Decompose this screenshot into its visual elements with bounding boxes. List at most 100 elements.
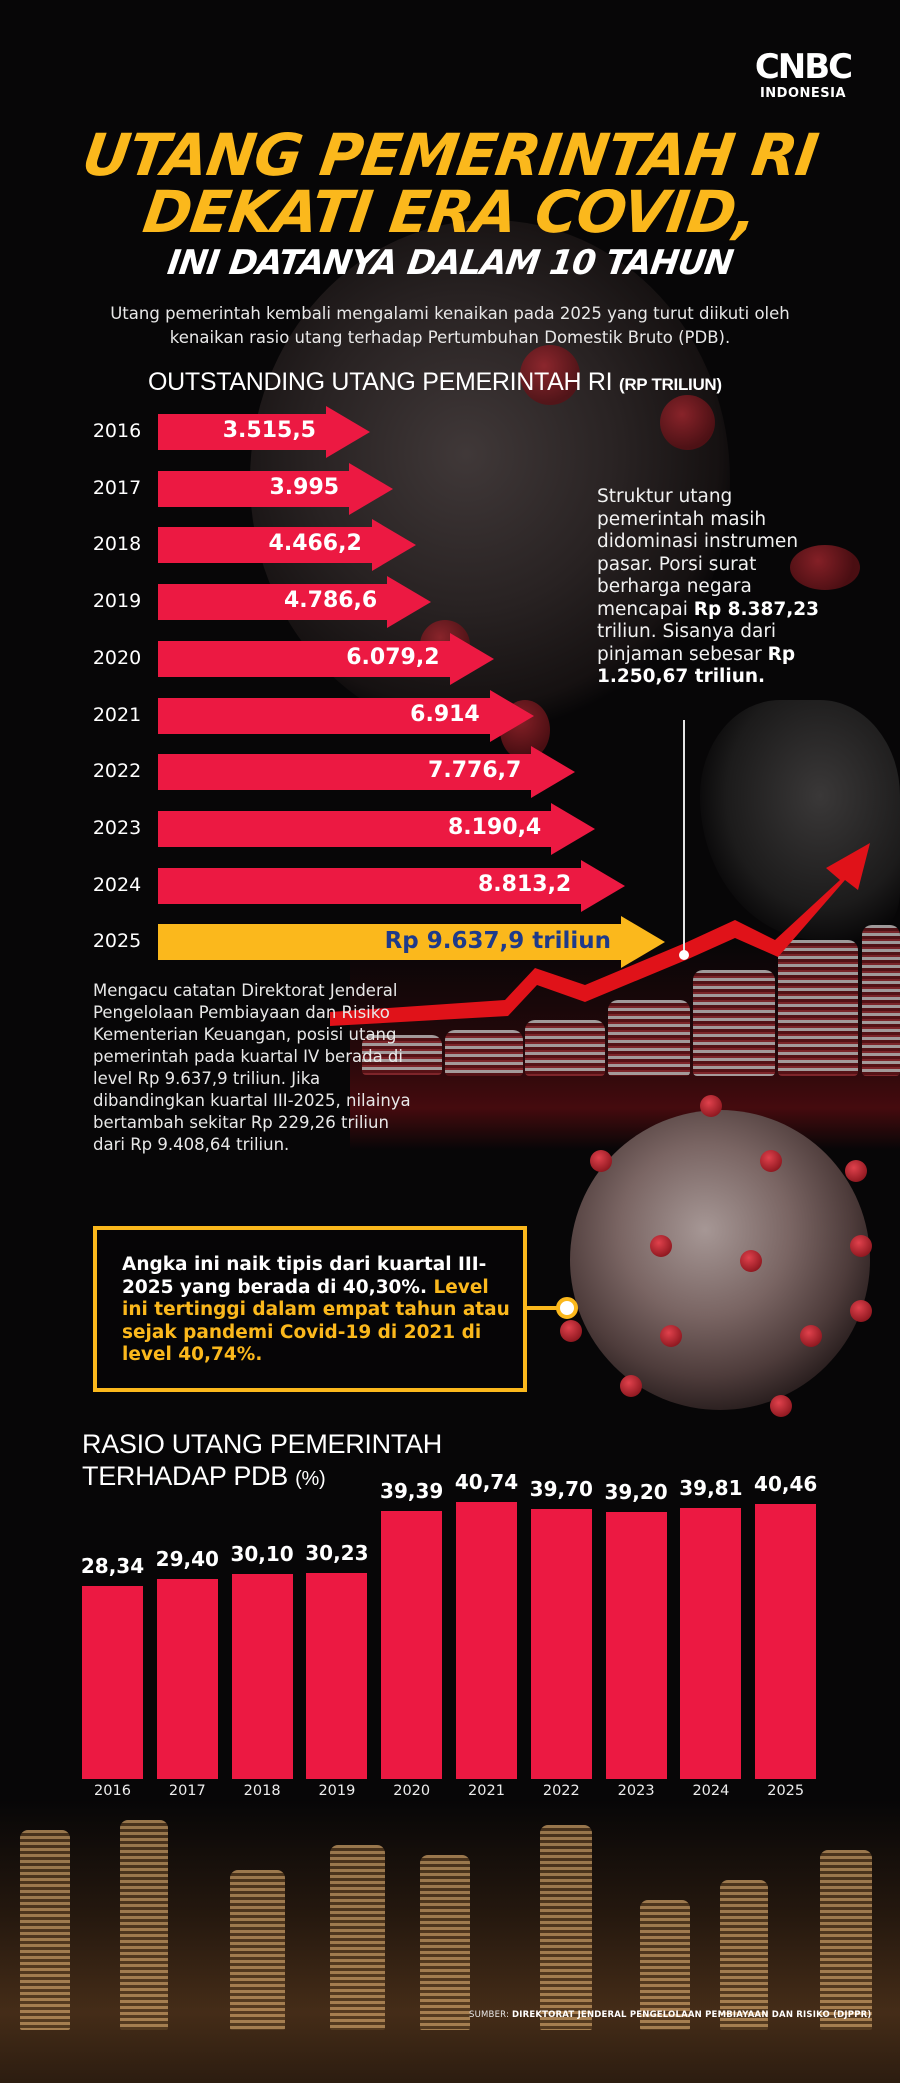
ratio-chart-title: RASIO UTANG PEMERINTAH TERHADAP PDB (%) <box>82 1429 442 1491</box>
arrow-row-2022: 2022 7.776,7 <box>0 746 900 799</box>
arrow-year-label: 2016 <box>92 420 142 442</box>
arrow-value: 6.079,2 <box>346 644 440 670</box>
annotation-pointer-line <box>683 720 685 955</box>
arrow-head-icon <box>449 632 494 685</box>
arrow-value: 8.190,4 <box>447 814 542 840</box>
arrow-head-icon <box>326 406 370 458</box>
logo-sub: INDONESIA <box>759 86 847 101</box>
loan-amount: Rp 1.250,67 triliun. <box>597 643 796 688</box>
bar-value-label: 28,34 <box>80 1554 145 1579</box>
ratio-bar-2021: 40,74 <box>455 1470 518 1779</box>
cnbc-indonesia-logo: CNBC INDONESIA <box>748 50 858 101</box>
bar <box>306 1573 368 1779</box>
headline-subtitle: INI DATANYA DALAM 10 TAHUN <box>164 243 736 283</box>
arrow-row-2017: 2017 3.995 <box>0 462 900 515</box>
ratio-bar-2022: 39,70 <box>530 1477 593 1779</box>
arrow-row-2018: 2018 4.466,2 <box>0 519 900 572</box>
arrow-value: 3.995 <box>269 474 340 500</box>
arrow-head-icon <box>349 462 394 515</box>
arrow-year-label: 2017 <box>92 476 142 499</box>
outstanding-title: OUTSTANDING UTANG PEMERINTAH RI (RP TRIL… <box>148 368 722 397</box>
arrow-row-2016: 2016 3.515,5 <box>0 406 900 458</box>
sbn-amount: Rp 8.387,23 <box>693 598 819 620</box>
headline-line-2: DEKATI ERA COVID, <box>139 178 761 246</box>
bar <box>82 1586 143 1779</box>
bar-value-label: 30,10 <box>230 1542 294 1567</box>
arrow-head-icon <box>581 859 626 912</box>
bar-value-label: 29,40 <box>155 1547 219 1572</box>
source-credit: SUMBER: DIREKTORAT JENDERAL PENGELOLAAN … <box>469 2010 872 2020</box>
arrow-year-label: 2021 <box>92 703 142 726</box>
bar <box>231 1574 293 1779</box>
bar-value-label: 39,81 <box>679 1476 743 1501</box>
callout-connector-dot <box>556 1297 578 1319</box>
annotation-pointer-dot <box>679 950 689 960</box>
highlight-callout-box: Angka ini naik tipis dari kuartal III-20… <box>93 1226 527 1392</box>
bar-year-label: 2020 <box>393 1783 431 1799</box>
ratio-bar-2016: 28,34 <box>81 1554 144 1779</box>
arrow-row-2025: 2025 Rp 9.637,9 triliun <box>0 916 900 969</box>
coin-stacks-image <box>350 940 900 1150</box>
ratio-bar-2017: 29,40 <box>156 1547 219 1779</box>
djppr-note: Mengacu catatan Direktorat Jenderal Peng… <box>93 981 411 1154</box>
gold-coins-image <box>0 1800 900 2083</box>
arrow-value: 7.776,7 <box>428 758 522 784</box>
bar-year-label: 2021 <box>468 1783 505 1799</box>
ratio-bar-2018: 30,10 <box>230 1542 294 1779</box>
bar <box>381 1511 443 1779</box>
bar-year-label: 2016 <box>94 1783 131 1799</box>
bar-year-label: 2024 <box>692 1783 730 1799</box>
ratio-bar-2024: 39,81 <box>679 1476 743 1779</box>
bar-year-label: 2022 <box>542 1783 580 1799</box>
logo-main: CNBC <box>754 47 853 87</box>
bar-value-label: 39,20 <box>604 1480 668 1505</box>
ratio-unit: (%) <box>295 1468 326 1490</box>
bar-year-label: 2017 <box>168 1783 206 1799</box>
bar-value-label: 39,39 <box>380 1479 444 1504</box>
ratio-bar-2025: 40,46 <box>754 1472 817 1779</box>
arrow-head-icon <box>551 802 596 855</box>
outstanding-title-text: OUTSTANDING UTANG PEMERINTAH RI <box>148 368 619 396</box>
highlight-text: Angka ini naik tipis dari kuartal III-20… <box>122 1254 510 1366</box>
arrow-year-label: 2024 <box>92 873 142 896</box>
intro-paragraph: Utang pemerintah kembali mengalami kenai… <box>110 304 790 347</box>
bar-year-label: 2025 <box>767 1783 805 1799</box>
bar-value-label: 40,46 <box>754 1471 818 1496</box>
arrow-year-label: 2018 <box>92 533 142 556</box>
arrow-value: 4.466,2 <box>268 531 362 557</box>
arrow-year-label: 2020 <box>92 646 142 669</box>
headline-line-1: UTANG PEMERINTAH RI <box>78 121 822 189</box>
arrow-value: Rp 9.637,9 triliun <box>384 928 611 955</box>
arrow-year-label: 2025 <box>92 930 142 953</box>
arrow-value: 8.813,2 <box>477 871 572 897</box>
arrow-year-label: 2019 <box>92 590 142 613</box>
arrow-row-2020: 2020 6.079,2 <box>0 632 900 685</box>
arrow-head-icon <box>621 916 665 969</box>
arrow-head-icon <box>371 519 416 572</box>
bar-year-label: 2018 <box>243 1783 281 1799</box>
ratio-bar-2020: 39,39 <box>380 1479 443 1779</box>
bar <box>755 1503 817 1779</box>
arrow-year-label: 2022 <box>92 760 142 783</box>
arrow-head-icon <box>489 689 534 742</box>
bar <box>680 1508 742 1779</box>
callout-connector-line <box>527 1306 559 1310</box>
outstanding-unit: (RP TRILIUN) <box>618 375 722 394</box>
bar-year-label: 2019 <box>318 1783 356 1799</box>
bar-year-label: 2023 <box>617 1783 655 1799</box>
arrow-year-label: 2023 <box>92 816 142 839</box>
arrow-row-2023: 2023 8.190,4 <box>0 802 900 855</box>
bar <box>456 1502 517 1779</box>
arrow-row-2019: 2019 4.786,6 <box>0 576 900 629</box>
highlight-accent-text: Level ini tertinggi dalam empat tahun at… <box>122 1276 510 1366</box>
debt-structure-note: Struktur utang pemerintah masih didomina… <box>597 486 819 688</box>
ratio-bar-2023: 39,20 <box>604 1480 668 1779</box>
arrow-head-icon <box>531 746 576 799</box>
bar-value-label: 39,70 <box>529 1477 593 1502</box>
bar-value-label: 40,74 <box>454 1470 519 1494</box>
arrow-value: 4.786,6 <box>283 588 378 614</box>
arrow-head-icon <box>387 576 432 629</box>
arrow-value: 6.914 <box>410 701 480 727</box>
arrow-row-2021: 2021 6.914 <box>0 689 900 742</box>
bar <box>156 1579 218 1779</box>
